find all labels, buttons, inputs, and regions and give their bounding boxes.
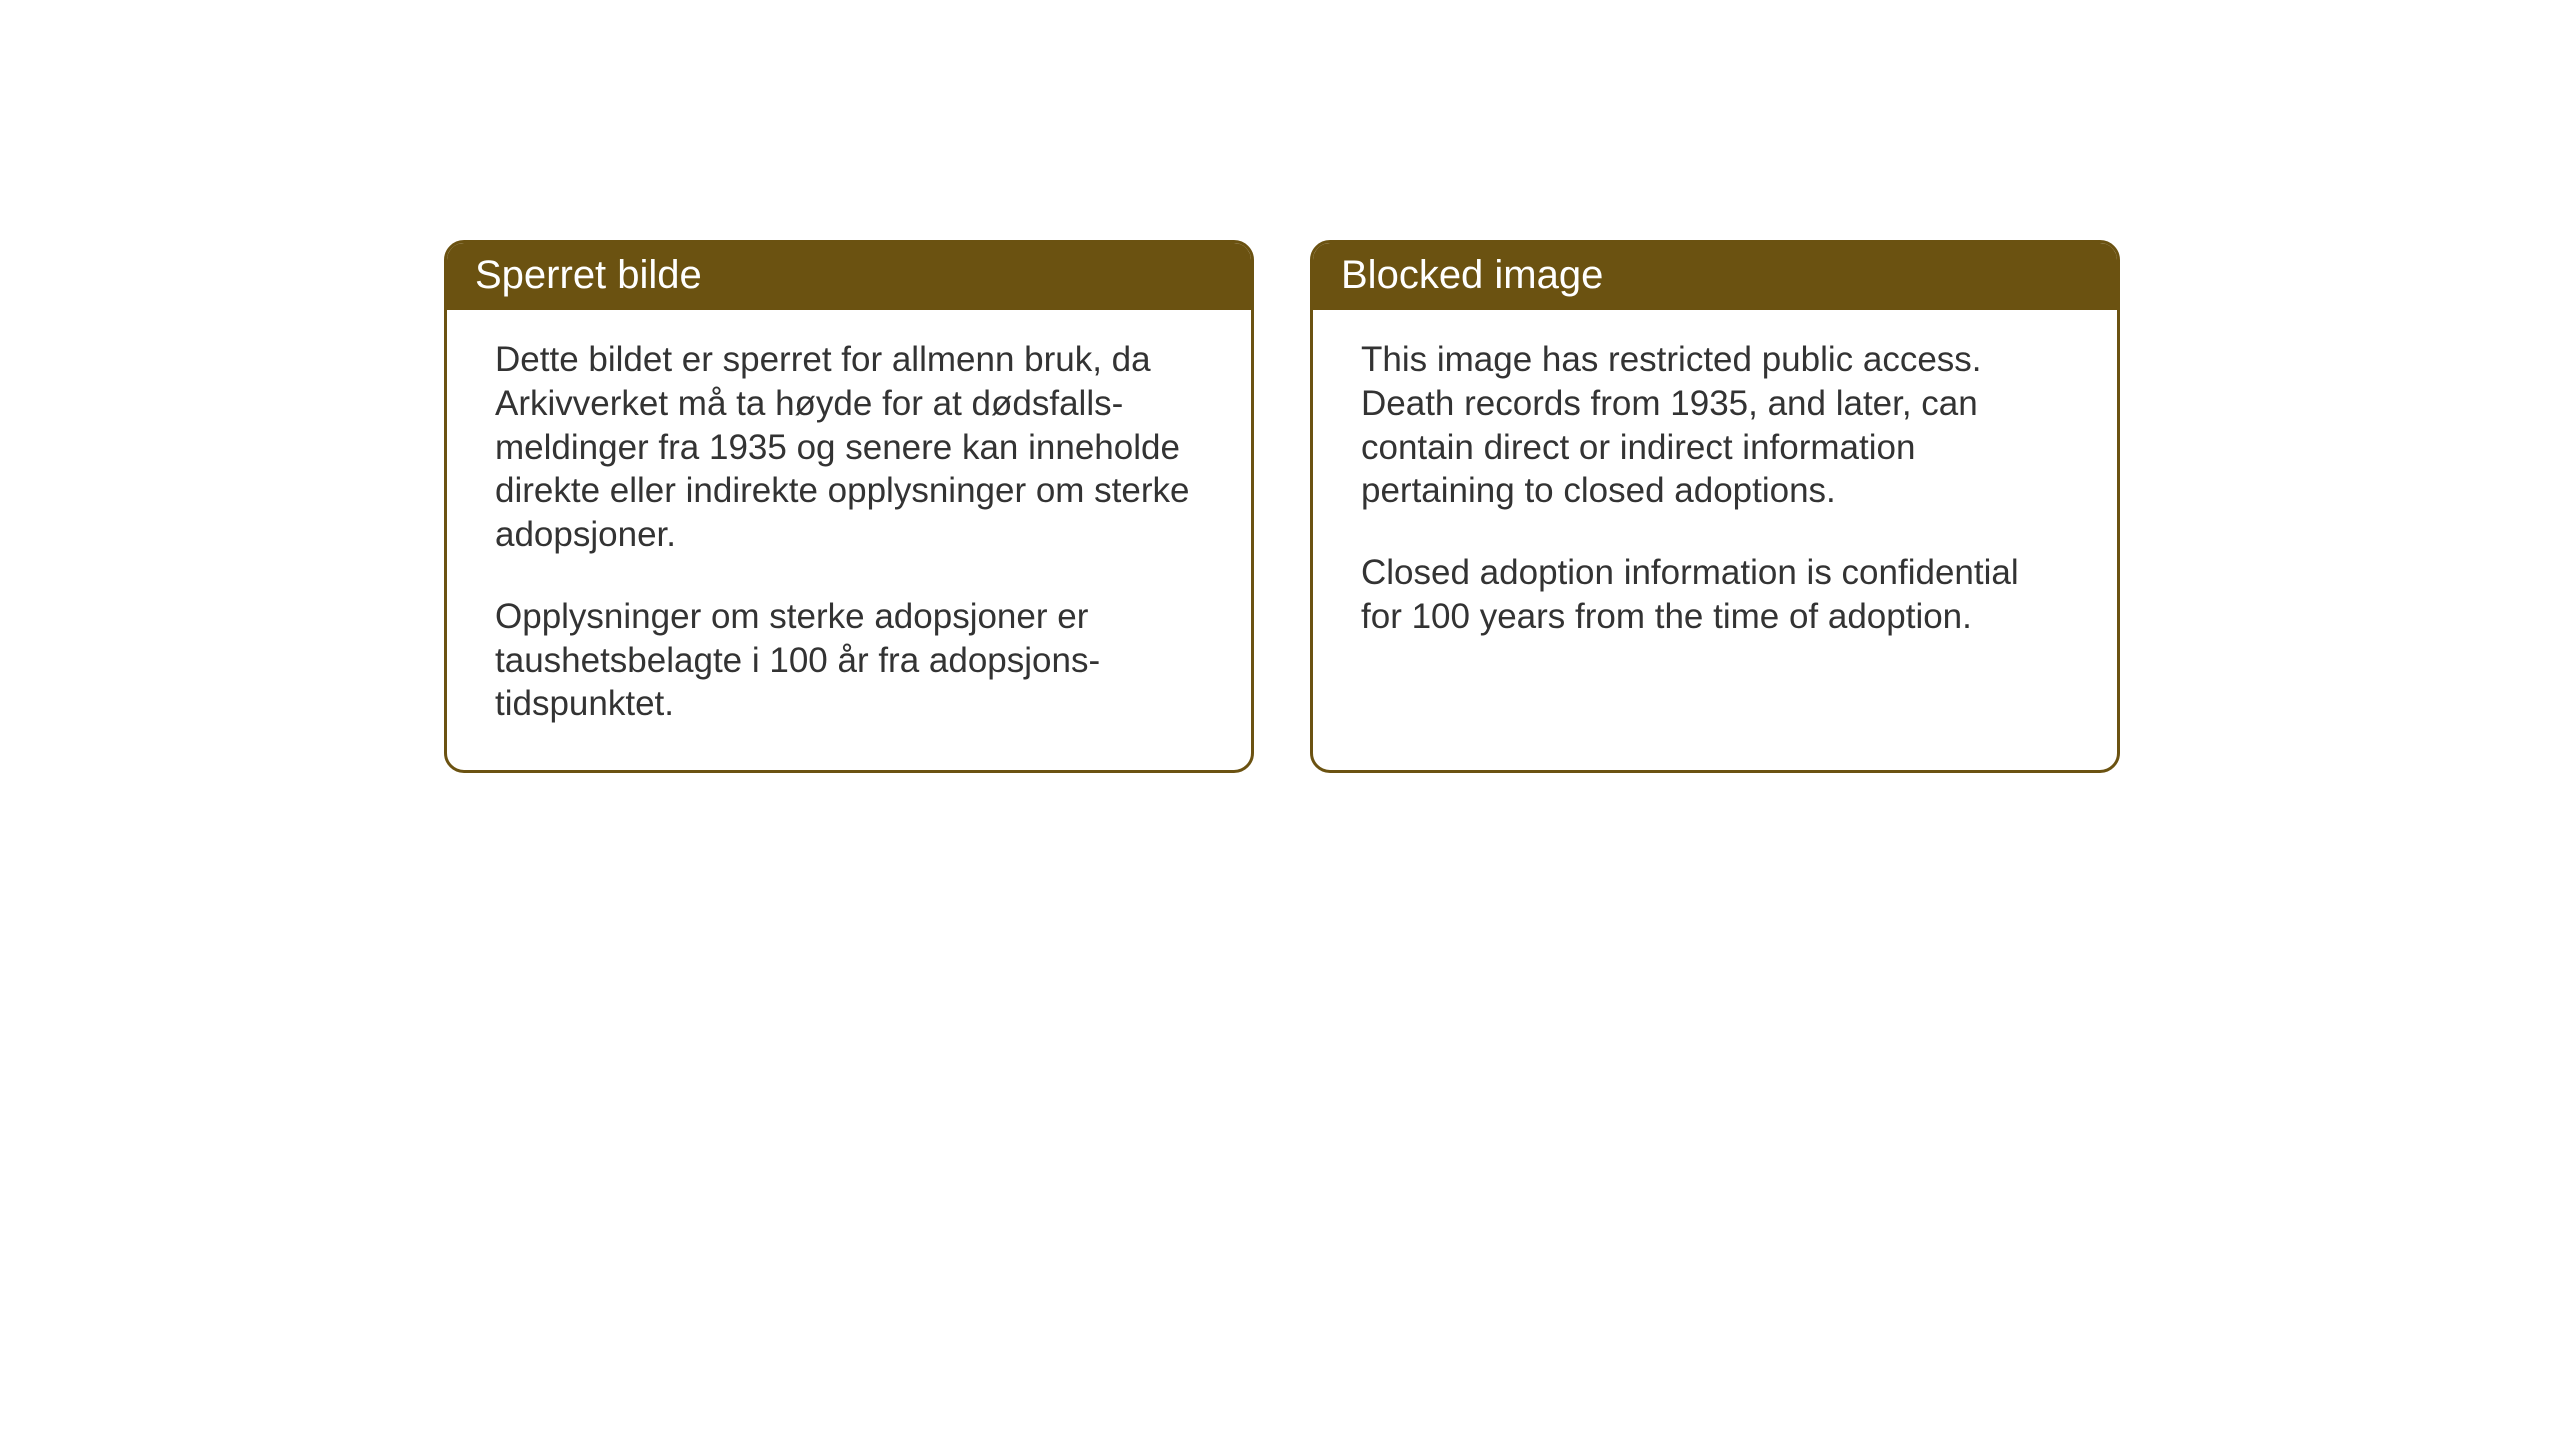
- card-english-paragraph-2: Closed adoption information is confident…: [1361, 551, 2069, 639]
- cards-container: Sperret bilde Dette bildet er sperret fo…: [444, 240, 2120, 773]
- card-norwegian-header: Sperret bilde: [447, 243, 1251, 310]
- card-english-header: Blocked image: [1313, 243, 2117, 310]
- card-english-paragraph-1: This image has restricted public access.…: [1361, 338, 2069, 513]
- card-english-body: This image has restricted public access.…: [1313, 310, 2117, 683]
- card-norwegian: Sperret bilde Dette bildet er sperret fo…: [444, 240, 1254, 773]
- card-norwegian-paragraph-2: Opplysninger om sterke adopsjoner er tau…: [495, 595, 1203, 726]
- card-english: Blocked image This image has restricted …: [1310, 240, 2120, 773]
- card-norwegian-paragraph-1: Dette bildet er sperret for allmenn bruk…: [495, 338, 1203, 557]
- card-norwegian-body: Dette bildet er sperret for allmenn bruk…: [447, 310, 1251, 770]
